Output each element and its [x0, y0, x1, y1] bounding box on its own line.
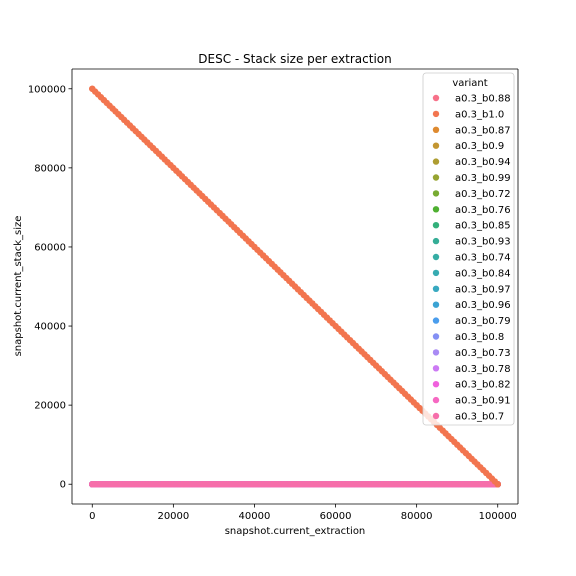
- legend-label: a0.3_b0.82: [455, 380, 511, 391]
- legend-label: a0.3_b0.8: [455, 332, 504, 343]
- legend-marker: [433, 317, 439, 323]
- legend-label: a0.3_b0.7: [455, 412, 504, 423]
- legend-label: a0.3_b0.76: [455, 205, 511, 216]
- legend-title: variant: [452, 78, 487, 89]
- legend-marker: [433, 365, 439, 371]
- legend: variant a0.3_b0.88 a0.3_b1.0 a0.3_b0.87 a0.…: [423, 73, 514, 425]
- legend-label: a0.3_b0.99: [455, 173, 511, 184]
- legend-marker: [433, 286, 439, 292]
- x-tick-label: 60000: [320, 511, 352, 522]
- legend-label: a0.3_b0.84: [455, 268, 511, 279]
- legend-marker: [433, 143, 439, 149]
- legend-label: a0.3_b0.88: [455, 94, 511, 105]
- x-tick-label: 100000: [479, 511, 517, 522]
- y-tick-label: 100000: [28, 84, 66, 95]
- legend-marker: [433, 381, 439, 387]
- x-tick-label: 20000: [157, 511, 189, 522]
- legend-marker: [433, 222, 439, 228]
- legend-marker: [433, 190, 439, 196]
- legend-marker: [433, 111, 439, 117]
- x-tick-label: 40000: [239, 511, 271, 522]
- data-point: [89, 86, 95, 92]
- legend-marker: [433, 158, 439, 164]
- legend-label: a0.3_b0.93: [455, 237, 511, 248]
- legend-label: a0.3_b0.97: [455, 284, 511, 295]
- x-tick-label: 0: [89, 511, 95, 522]
- legend-marker: [433, 397, 439, 403]
- data-point: [89, 481, 95, 487]
- y-tick-label: 80000: [34, 163, 66, 174]
- legend-marker: [433, 95, 439, 101]
- y-tick-label: 60000: [34, 242, 66, 253]
- legend-label: a0.3_b0.73: [455, 348, 511, 359]
- y-axis-label: snapshot.current_stack_size: [13, 216, 24, 357]
- series-a0.3_b0.7: [89, 481, 501, 487]
- legend-marker: [433, 254, 439, 260]
- y-tick-label: 20000: [34, 401, 66, 412]
- y-tick-label: 0: [60, 480, 66, 491]
- x-axis-ticks: 0 20000 40000 60000 80000 100000: [89, 504, 517, 522]
- legend-label: a0.3_b0.9: [455, 141, 504, 152]
- legend-label: a0.3_b0.91: [455, 396, 511, 407]
- legend-marker: [433, 127, 439, 133]
- legend-label: a0.3_b0.87: [455, 125, 511, 136]
- legend-label: a0.3_b0.78: [455, 364, 511, 375]
- legend-marker: [433, 270, 439, 276]
- y-tick-label: 40000: [34, 322, 66, 333]
- legend-marker: [433, 206, 439, 212]
- legend-marker: [433, 349, 439, 355]
- legend-marker: [433, 413, 439, 419]
- x-axis-label: snapshot.current_extraction: [225, 526, 366, 537]
- chart-title: DESC - Stack size per extraction: [198, 52, 392, 66]
- legend-marker: [433, 238, 439, 244]
- legend-label: a0.3_b0.85: [455, 221, 511, 232]
- legend-label: a0.3_b0.74: [455, 253, 511, 264]
- legend-marker: [433, 333, 439, 339]
- legend-marker: [433, 302, 439, 308]
- legend-marker: [433, 174, 439, 180]
- y-axis-ticks: 0 20000 40000 60000 80000 100000: [28, 84, 72, 490]
- legend-label: a0.3_b1.0: [455, 109, 504, 120]
- x-tick-label: 80000: [401, 511, 433, 522]
- legend-label: a0.3_b0.96: [455, 300, 511, 311]
- legend-label: a0.3_b0.94: [455, 157, 511, 168]
- data-point: [495, 481, 501, 487]
- legend-label: a0.3_b0.79: [455, 316, 511, 327]
- legend-label: a0.3_b0.72: [455, 189, 511, 200]
